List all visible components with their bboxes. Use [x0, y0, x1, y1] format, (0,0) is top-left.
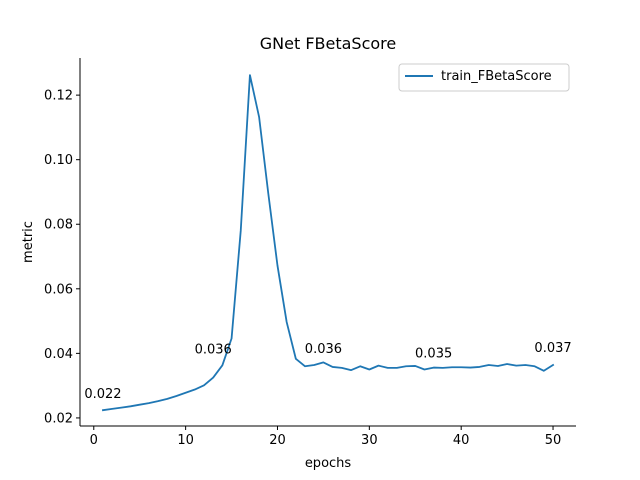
y-tick-label: 0.02 [44, 411, 73, 426]
data-label: 0.035 [415, 347, 452, 362]
data-label: 0.036 [195, 342, 232, 357]
x-tick-label: 40 [453, 433, 470, 448]
y-tick-label: 0.10 [44, 153, 73, 168]
legend-box [398, 63, 570, 92]
y-axis-label: metric [21, 221, 36, 263]
y-tick-label: 0.04 [44, 347, 73, 362]
data-label: 0.037 [534, 341, 571, 356]
chart-title: GNet FBetaScore [260, 34, 396, 53]
legend-label: train_FBetaScore [441, 69, 552, 84]
x-tick-label: 10 [177, 433, 194, 448]
legend: train_FBetaScore [398, 63, 570, 92]
x-tick-label: 50 [545, 433, 562, 448]
x-tick-label: 30 [361, 433, 378, 448]
x-tick-label: 0 [90, 433, 98, 448]
data-label: 0.022 [84, 387, 121, 402]
y-tick-label: 0.08 [44, 218, 73, 233]
x-tick-label: 20 [269, 433, 286, 448]
y-tick-label: 0.12 [44, 89, 73, 104]
data-label: 0.036 [305, 342, 342, 357]
plot-layer [101, 74, 555, 412]
y-tick-label: 0.06 [44, 282, 73, 297]
series-line [101, 74, 555, 412]
annotations-layer: 0.022 0.036 0.036 0.035 0.037 [84, 341, 571, 402]
x-axis-label: epochs [305, 456, 352, 471]
ticks-layer: 0 10 20 30 40 50 0.02 0.04 0.06 0.08 0.10 0.12 [44, 89, 561, 448]
